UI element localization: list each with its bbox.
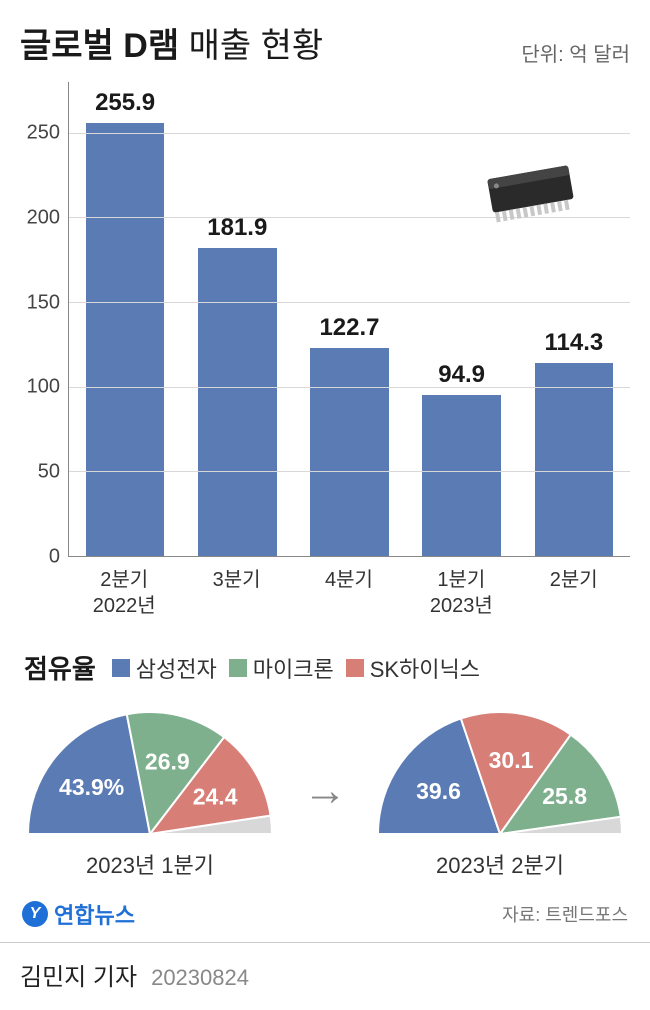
- pie-value-micron: 25.8: [542, 783, 587, 809]
- bar: [422, 395, 501, 556]
- pie-right-svg: 39.6 30.1 25.8: [370, 702, 630, 842]
- bar-group: 255.9: [69, 82, 181, 556]
- pie-value-skhynix: 24.4: [193, 784, 238, 810]
- logo: Y 연합뉴스: [22, 898, 135, 930]
- logo-glyph: Y: [22, 901, 48, 927]
- legend-label: SK하이닉스: [370, 652, 480, 684]
- arrow-icon: →: [303, 766, 347, 816]
- y-tick: 50: [38, 461, 60, 484]
- y-tick: 150: [27, 291, 60, 314]
- byline-row: 김민지 기자 20230824: [0, 942, 650, 992]
- bar-group: 94.9: [406, 82, 518, 556]
- unit-label: 단위: 억 달러: [521, 38, 630, 67]
- title-rest: 매출 현황: [179, 27, 323, 65]
- pie-right: 39.6 30.1 25.8 2023년 2분기: [370, 702, 630, 880]
- x-label: 4분기: [293, 567, 405, 619]
- pie-left: 43.9% 26.924.4 2023년 1분기: [20, 702, 280, 880]
- pie-value-micron: 26.9: [145, 748, 190, 774]
- grid-line: [69, 471, 630, 472]
- pie-left-svg: 43.9% 26.924.4: [20, 702, 280, 842]
- x-label: 3분기: [180, 567, 292, 619]
- chip-icon: [476, 160, 586, 229]
- bar-group: 181.9: [181, 82, 293, 556]
- bar-value-label: 122.7: [319, 314, 379, 342]
- share-section: 점유율 삼성전자 마이크론 SK하이닉스 43.9% 26.924.4 2023년 1…: [20, 649, 630, 880]
- bars-container: 255.9 181.9 122.7 94.9 114.3: [69, 82, 630, 556]
- bar: [535, 363, 614, 556]
- legend-item: SK하이닉스: [346, 652, 480, 684]
- bar: [198, 248, 277, 556]
- pies-row: 43.9% 26.924.4 2023년 1분기 → 39.6 30.1 25.8 2…: [20, 702, 630, 880]
- grid-line: [69, 133, 630, 134]
- pie-value-skhynix: 30.1: [489, 747, 534, 773]
- byline: 김민지 기자: [20, 957, 137, 992]
- bar-value-label: 255.9: [95, 89, 155, 117]
- share-header: 점유율 삼성전자 마이크론 SK하이닉스: [20, 649, 630, 686]
- x-label: 2분기2022년: [68, 567, 180, 619]
- bar-group: 114.3: [518, 82, 630, 556]
- y-tick: 100: [27, 376, 60, 399]
- y-tick: 200: [27, 206, 60, 229]
- grid-line: [69, 387, 630, 388]
- logo-text: 연합뉴스: [54, 898, 135, 930]
- legend-swatch: [112, 659, 130, 677]
- x-axis-labels: 2분기2022년3분기4분기1분기2023년2분기: [68, 567, 630, 619]
- legend-item: 삼성전자: [112, 652, 217, 684]
- y-tick: 0: [49, 546, 60, 569]
- pie-left-label: 2023년 1분기: [86, 848, 214, 880]
- bar-group: 122.7: [293, 82, 405, 556]
- legend-swatch: [346, 659, 364, 677]
- legend-label: 삼성전자: [136, 652, 217, 684]
- date: 20230824: [151, 965, 249, 991]
- legend-swatch: [229, 659, 247, 677]
- bar-chart: 050100150200250 255.9181.9122.794.9114.3: [68, 82, 630, 557]
- bar: [310, 348, 389, 556]
- pie-value-samsung: 43.9%: [59, 774, 124, 800]
- grid-line: [69, 302, 630, 303]
- pie-value-samsung: 39.6: [416, 778, 461, 804]
- footer-row: Y 연합뉴스 자료: 트렌드포스: [20, 898, 630, 930]
- share-title: 점유율: [24, 649, 96, 686]
- y-tick: 250: [27, 121, 60, 144]
- plot-area: 255.9 181.9 122.7 94.9 114.3: [68, 82, 630, 557]
- main-title: 글로벌 D램 매출 현황: [20, 18, 323, 67]
- pie-right-label: 2023년 2분기: [436, 848, 564, 880]
- bar: [86, 123, 165, 556]
- bar-value-label: 114.3: [544, 329, 603, 357]
- legend-label: 마이크론: [253, 652, 334, 684]
- source-label: 자료: 트렌드포스: [502, 901, 628, 927]
- y-axis: 050100150200250: [20, 82, 68, 557]
- bar-value-label: 94.9: [438, 361, 485, 389]
- x-label: 1분기2023년: [405, 567, 517, 619]
- header: 글로벌 D램 매출 현황 단위: 억 달러: [20, 18, 630, 67]
- legend-item: 마이크론: [229, 652, 334, 684]
- x-label: 2분기: [518, 567, 630, 619]
- title-bold: 글로벌 D램: [20, 27, 179, 65]
